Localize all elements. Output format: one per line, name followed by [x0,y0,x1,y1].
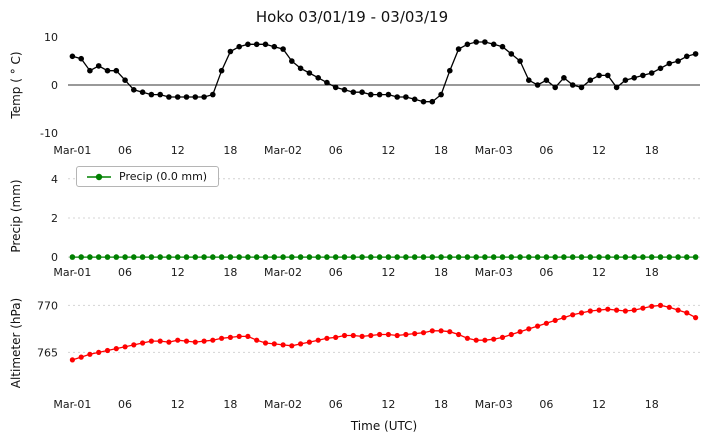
chart-title: Hoko 03/01/19 - 03/03/19 [255,8,449,26]
svg-text:06: 06 [539,266,553,279]
svg-text:18: 18 [645,398,659,411]
svg-text:Mar-03: Mar-03 [475,398,513,411]
svg-text:18: 18 [223,144,237,157]
svg-text:18: 18 [645,144,659,157]
svg-text:12: 12 [381,266,395,279]
x-axis-label: Time (UTC) [350,419,418,433]
svg-text:06: 06 [329,398,343,411]
svg-text:0: 0 [51,79,58,92]
svg-text:Mar-01: Mar-01 [53,266,91,279]
svg-text:12: 12 [171,266,185,279]
svg-text:2: 2 [51,212,58,225]
svg-text:12: 12 [592,398,606,411]
svg-text:06: 06 [118,398,132,411]
precip-legend: Precip (0.0 mm) [76,166,220,187]
svg-text:12: 12 [381,398,395,411]
legend-line-marker-icon [87,173,111,180]
svg-text:Mar-02: Mar-02 [264,144,302,157]
svg-text:Mar-01: Mar-01 [53,144,91,157]
svg-text:18: 18 [434,144,448,157]
svg-text:Mar-03: Mar-03 [475,266,513,279]
svg-text:12: 12 [171,144,185,157]
svg-text:765: 765 [37,346,58,359]
svg-text:12: 12 [592,144,606,157]
svg-text:12: 12 [592,266,606,279]
svg-text:06: 06 [329,144,343,157]
svg-text:Mar-03: Mar-03 [475,144,513,157]
svg-text:18: 18 [645,266,659,279]
svg-text:06: 06 [118,144,132,157]
legend-label: Precip (0.0 mm) [119,170,208,183]
svg-text:18: 18 [223,266,237,279]
svg-text:06: 06 [329,266,343,279]
svg-text:Mar-02: Mar-02 [264,398,302,411]
svg-text:18: 18 [434,266,448,279]
svg-text:12: 12 [171,398,185,411]
svg-text:-10: -10 [40,127,58,140]
svg-text:06: 06 [118,266,132,279]
svg-text:Mar-02: Mar-02 [264,266,302,279]
y-axis-label-altimeter: Altimeter (hPa) [9,297,23,389]
svg-text:770: 770 [37,299,58,312]
svg-text:0: 0 [51,251,58,264]
svg-text:18: 18 [434,398,448,411]
svg-text:Mar-01: Mar-01 [53,398,91,411]
svg-text:4: 4 [51,173,58,186]
svg-text:06: 06 [539,144,553,157]
svg-text:06: 06 [539,398,553,411]
svg-text:18: 18 [223,398,237,411]
svg-text:12: 12 [381,144,395,157]
svg-text:10: 10 [44,31,58,44]
